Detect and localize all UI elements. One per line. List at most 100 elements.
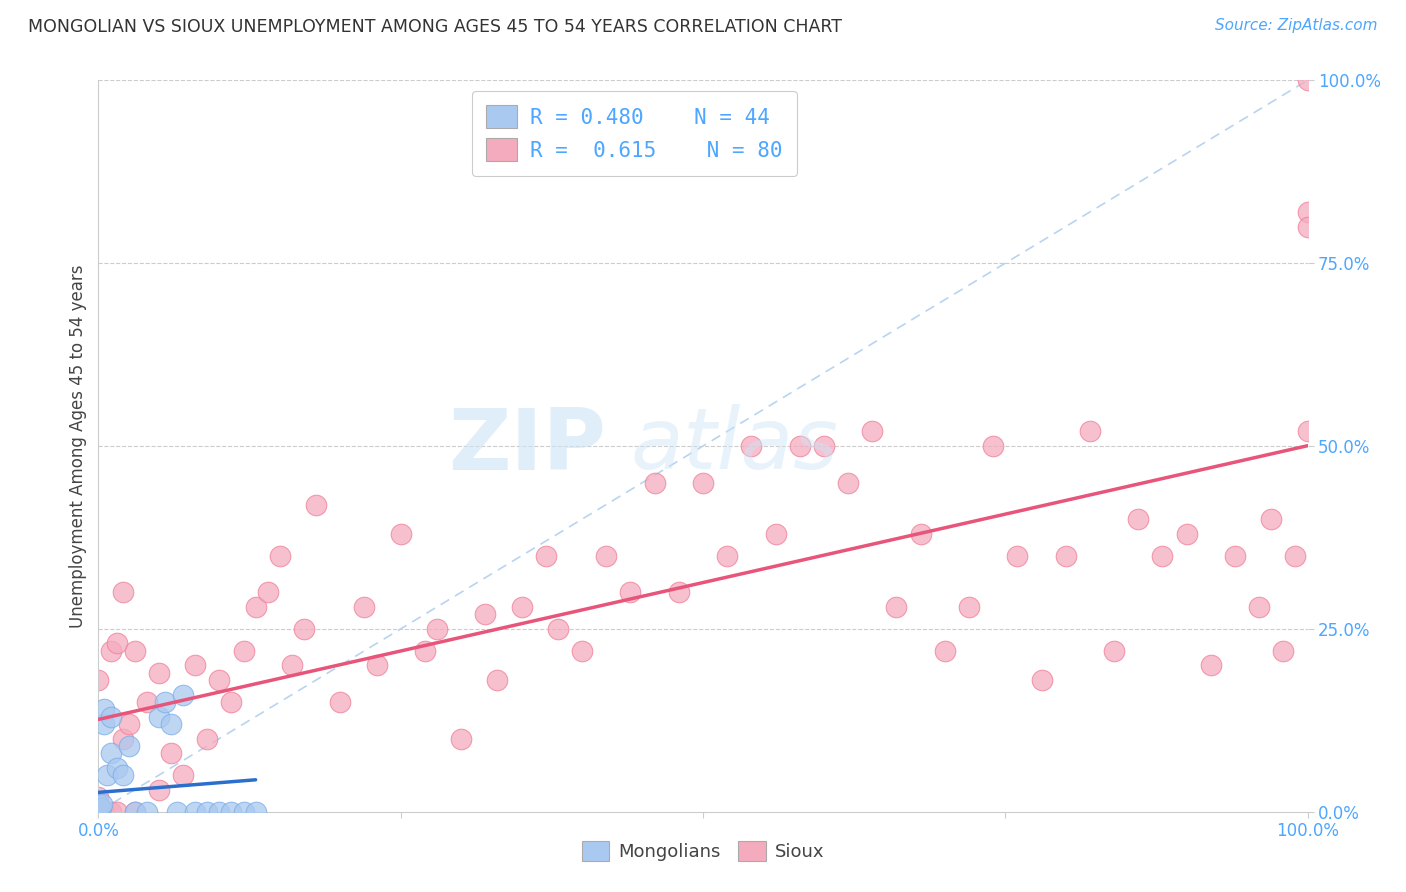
Point — [1199, 658, 1222, 673]
Point — [135, 805, 157, 819]
Point — [232, 644, 254, 658]
Point — [353, 599, 375, 614]
Point — [886, 599, 908, 614]
Point — [105, 761, 128, 775]
Point — [105, 636, 128, 650]
Point — [87, 805, 110, 819]
Point — [1007, 549, 1029, 563]
Point — [910, 526, 932, 541]
Point — [87, 805, 110, 819]
Point — [934, 644, 956, 658]
Point — [571, 644, 593, 658]
Point — [153, 695, 176, 709]
Point — [208, 673, 231, 687]
Point — [245, 805, 267, 819]
Point — [87, 801, 110, 815]
Point — [740, 439, 762, 453]
Point — [100, 709, 122, 723]
Point — [166, 805, 188, 819]
Point — [100, 746, 122, 760]
Point — [1296, 73, 1319, 87]
Point — [534, 549, 557, 563]
Point — [292, 622, 315, 636]
Point — [1296, 205, 1319, 219]
Point — [87, 805, 110, 819]
Point — [160, 746, 183, 760]
Point — [148, 709, 170, 723]
Point — [765, 526, 787, 541]
Point — [87, 805, 110, 819]
Point — [389, 526, 412, 541]
Point — [184, 658, 207, 673]
Point — [195, 731, 218, 746]
Point — [111, 768, 134, 782]
Point — [87, 797, 110, 812]
Legend: Mongolians, Sioux: Mongolians, Sioux — [575, 834, 831, 869]
Point — [118, 717, 141, 731]
Point — [981, 439, 1004, 453]
Point — [1031, 673, 1053, 687]
Point — [87, 673, 110, 687]
Point — [87, 805, 110, 819]
Point — [87, 797, 110, 812]
Point — [87, 805, 110, 819]
Point — [135, 695, 157, 709]
Y-axis label: Unemployment Among Ages 45 to 54 years: Unemployment Among Ages 45 to 54 years — [69, 264, 87, 628]
Point — [1223, 549, 1246, 563]
Point — [256, 585, 278, 599]
Point — [957, 599, 980, 614]
Point — [87, 805, 110, 819]
Point — [221, 695, 243, 709]
Point — [195, 805, 218, 819]
Point — [87, 805, 110, 819]
Point — [184, 805, 207, 819]
Point — [426, 622, 449, 636]
Point — [87, 801, 110, 815]
Point — [789, 439, 811, 453]
Point — [1260, 512, 1282, 526]
Point — [124, 805, 146, 819]
Point — [87, 805, 110, 819]
Point — [87, 805, 110, 819]
Point — [329, 695, 352, 709]
Point — [1272, 644, 1295, 658]
Point — [87, 805, 110, 819]
Point — [547, 622, 569, 636]
Point — [510, 599, 533, 614]
Point — [860, 425, 883, 439]
Point — [1175, 526, 1198, 541]
Point — [87, 805, 110, 819]
Point — [100, 644, 122, 658]
Point — [1078, 425, 1101, 439]
Text: MONGOLIAN VS SIOUX UNEMPLOYMENT AMONG AGES 45 TO 54 YEARS CORRELATION CHART: MONGOLIAN VS SIOUX UNEMPLOYMENT AMONG AG… — [28, 18, 842, 36]
Point — [160, 717, 183, 731]
Point — [245, 599, 267, 614]
Point — [87, 790, 110, 805]
Point — [269, 549, 291, 563]
Point — [91, 797, 114, 812]
Point — [1296, 219, 1319, 234]
Point — [124, 805, 146, 819]
Point — [413, 644, 436, 658]
Point — [87, 805, 110, 819]
Point — [208, 805, 231, 819]
Point — [1249, 599, 1271, 614]
Point — [1054, 549, 1077, 563]
Point — [450, 731, 472, 746]
Point — [96, 768, 118, 782]
Point — [87, 805, 110, 819]
Point — [668, 585, 690, 599]
Point — [93, 717, 115, 731]
Point — [100, 805, 122, 819]
Point — [813, 439, 835, 453]
Point — [595, 549, 617, 563]
Point — [1296, 425, 1319, 439]
Point — [486, 673, 509, 687]
Point — [111, 585, 134, 599]
Point — [474, 607, 496, 622]
Point — [221, 805, 243, 819]
Point — [124, 644, 146, 658]
Point — [93, 702, 115, 716]
Point — [87, 805, 110, 819]
Point — [111, 731, 134, 746]
